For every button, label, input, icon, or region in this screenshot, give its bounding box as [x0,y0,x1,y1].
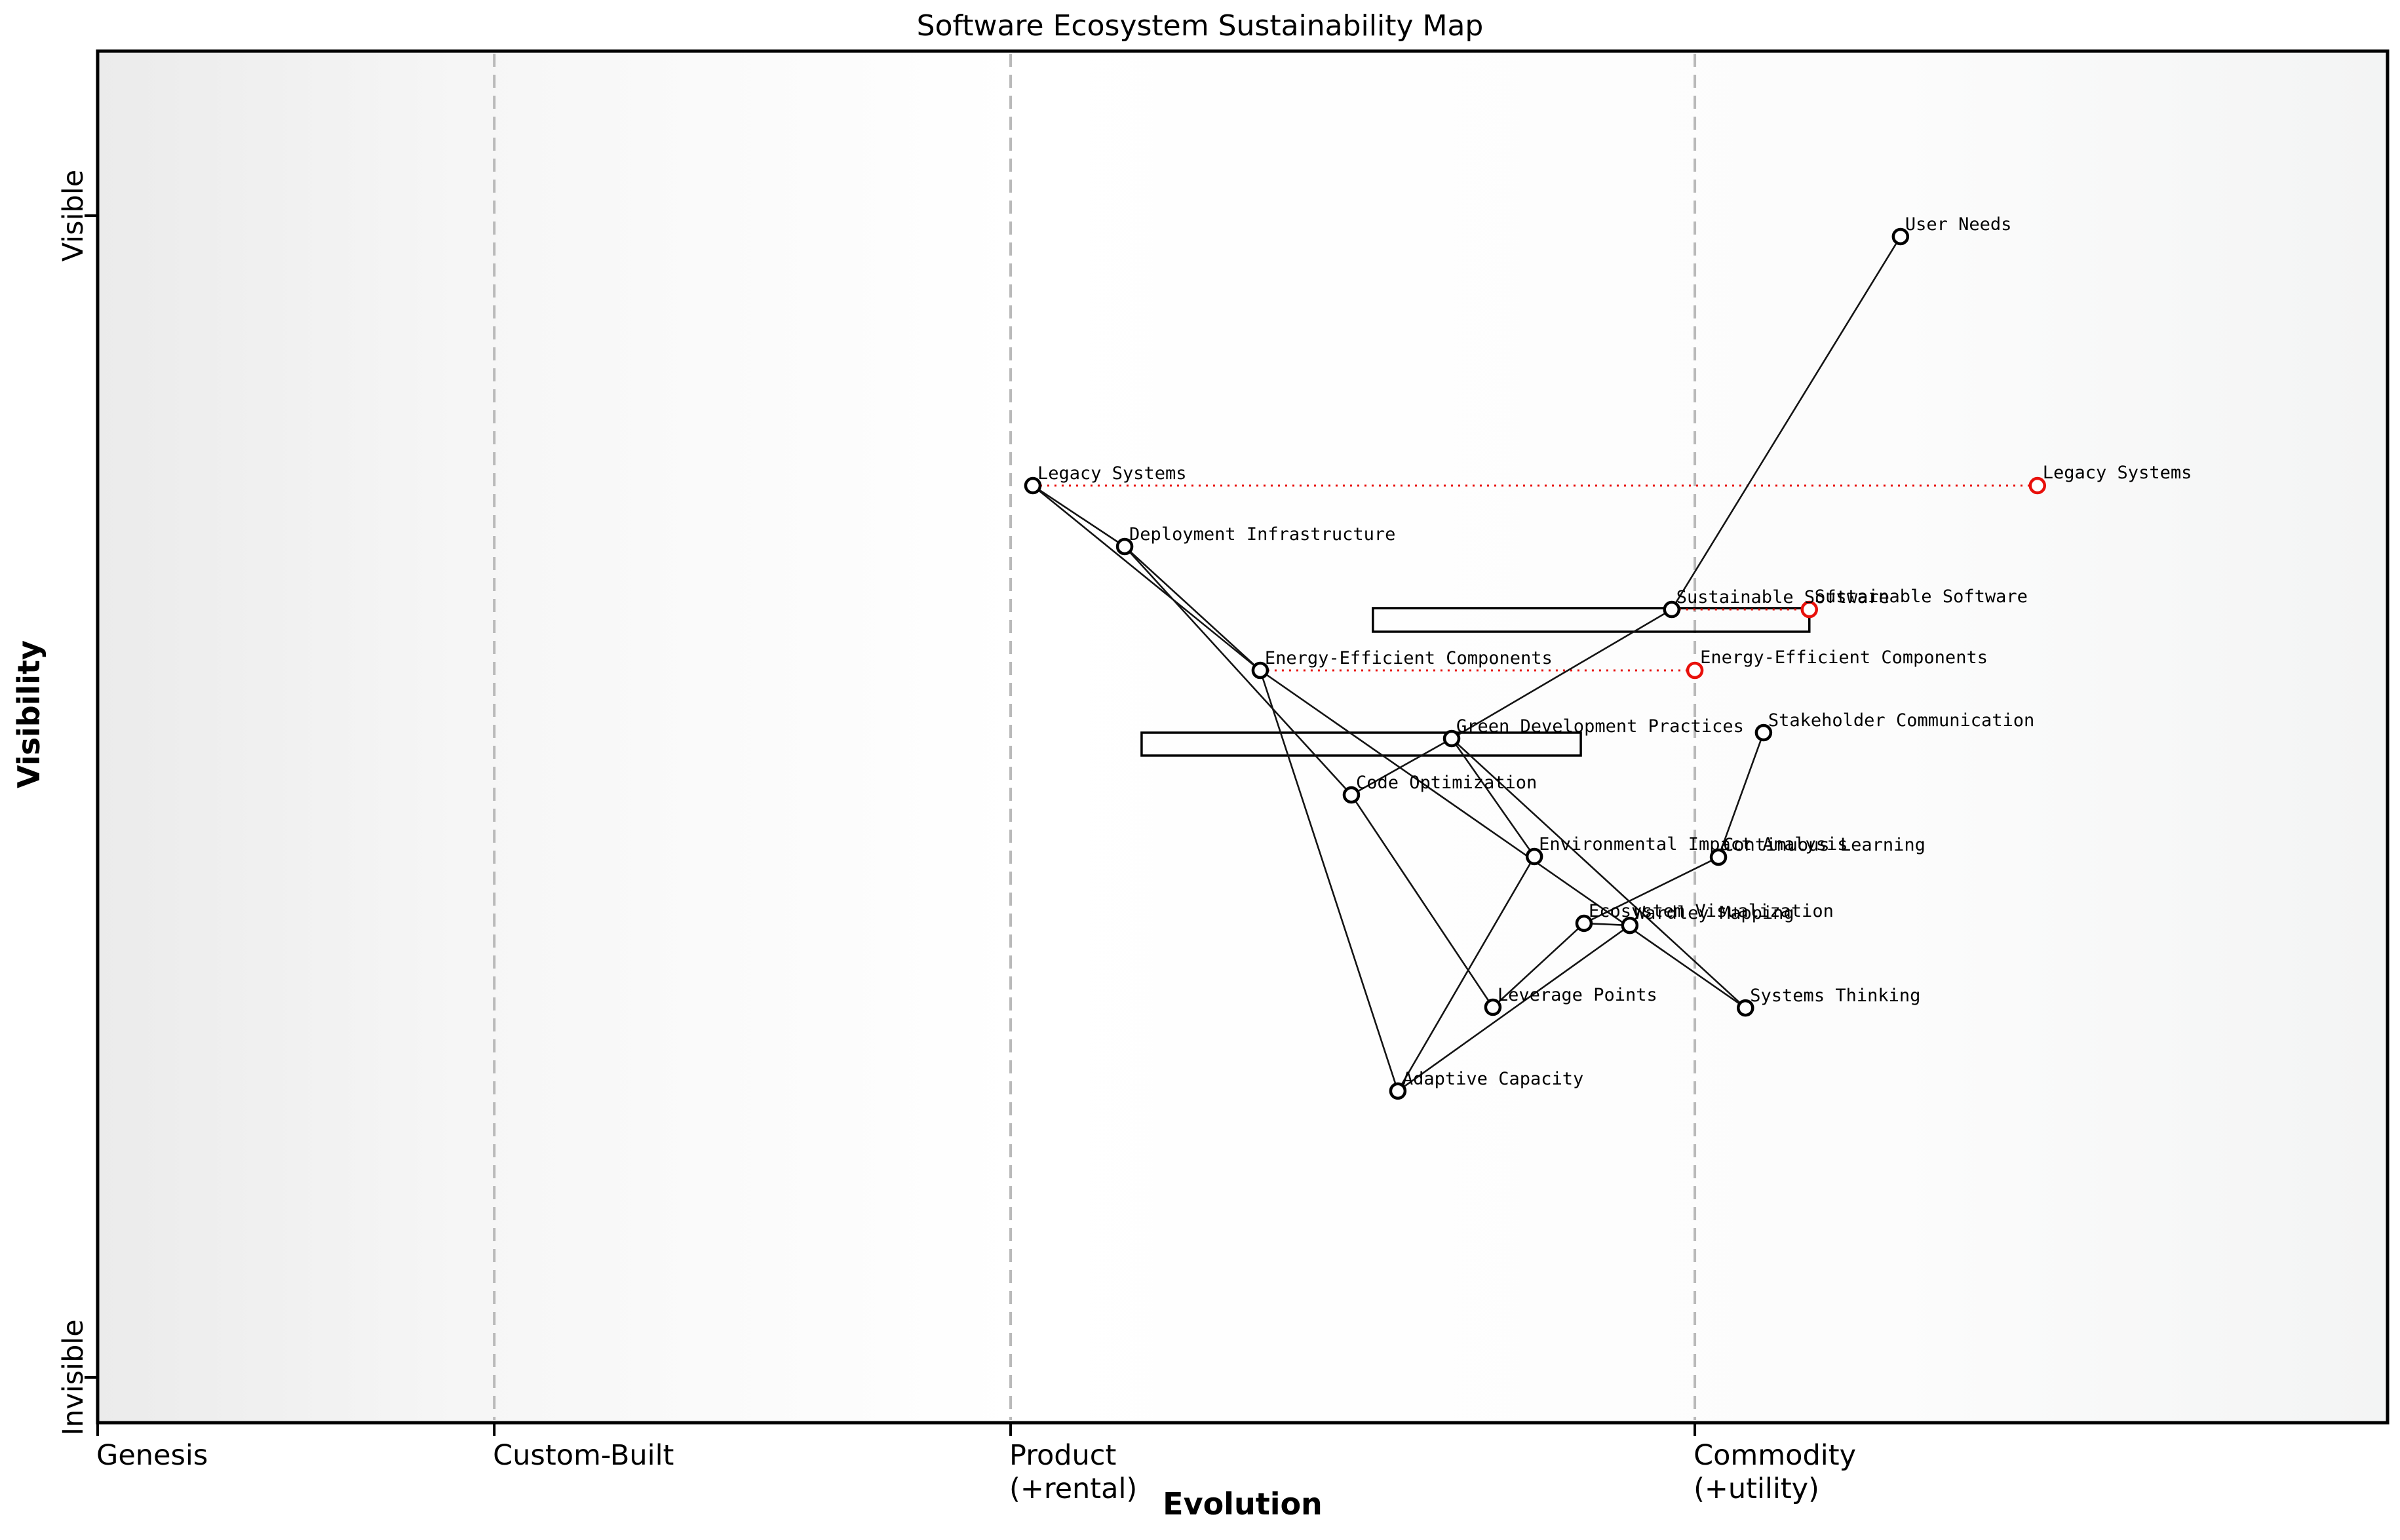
code-optimization-circle [1342,786,1361,804]
continuous-learning-label: Continuous Learning [1723,835,1926,855]
energy-efficient-components-label: Energy-Efficient Components [1265,648,1553,668]
sustainable-software-moved-label: Sustainable Software [1815,587,2028,607]
pipeline-box-1 [1140,731,1582,757]
legacy-systems-moved-marker: Legacy Systems [2028,463,2192,495]
map-node-adaptive-capacity: Adaptive Capacity [1389,1069,1583,1100]
map-node-continuous-learning: Continuous Learning [1709,835,1926,866]
map-node-stakeholder-communication: Stakeholder Communication [1754,710,2034,742]
legacy-systems-moved-circle [2028,476,2047,495]
edge-energy-efficient-components--adaptive-capacity [1259,670,1399,1092]
deployment-infrastructure-circle [1115,537,1134,556]
edge-sustainable-software--green-development-practices [1451,608,1673,740]
stakeholder-communication-label: Stakeholder Communication [1768,710,2034,731]
edge-green-development-practices--code-optimization [1351,737,1452,796]
environmental-impact-analysis-label: Environmental Impact Analysis [1539,834,1848,855]
sustainable-software-moved-marker: Sustainable Software [1800,587,2028,619]
legacy-systems-label: Legacy Systems [1037,463,1187,484]
green-development-practices-circle [1442,729,1461,748]
edge-green-development-practices--environmental-impact-analysis [1450,738,1536,857]
map-node-user-needs: User Needs [1891,214,2012,246]
edge-environmental-impact-analysis--adaptive-capacity [1397,856,1536,1092]
deployment-infrastructure-label: Deployment Infrastructure [1129,524,1395,545]
energy-efficient-components-moved-circle [1686,661,1704,680]
user-needs-circle [1891,227,1910,246]
pipeline-box-0 [1372,607,1811,633]
edge-deployment-infrastructure--code-optimization [1124,546,1352,796]
x-tick-genesis: Genesis [96,1439,208,1472]
map-node-wardley-mapping: Wardley Mapping [1621,903,1794,934]
edge-legacy-systems--deployment-infrastructure [1032,484,1125,548]
sustainable-software-label: Sustainable Software [1676,587,1889,607]
x-tick-custom-built: Custom-Built [493,1439,674,1472]
edge-user-needs--sustainable-software [1671,236,1901,610]
plot-background [98,51,2388,1423]
energy-efficient-components-moved-label: Energy-Efficient Components [1700,647,1988,668]
systems-thinking-circle [1737,999,1754,1017]
map-node-energy-efficient-components: Energy-Efficient Components [1251,648,1553,680]
leverage-points-circle [1484,998,1502,1016]
y-tick-visible: Visible [57,169,90,262]
map-node-systems-thinking: Systems Thinking [1737,986,1920,1017]
sustainable-software-moved-circle [1800,600,1819,619]
edge-code-optimization--leverage-points [1350,794,1494,1008]
edge-continuous-learning--ecosystem-visualization [1583,856,1719,925]
x-tick-commodity: Commodity (+utility) [1694,1439,1857,1505]
continuous-learning-circle [1709,848,1728,866]
x-tick-product: Product (+rental) [1009,1439,1138,1505]
map-node-legacy-systems: Legacy Systems [1024,463,1187,495]
plot-border [96,49,2390,1425]
wardley-mapping-label: Wardley Mapping [1635,903,1794,923]
map-node-green-development-practices: Green Development Practices [1442,716,1744,748]
adaptive-capacity-label: Adaptive Capacity [1403,1069,1583,1089]
ecosystem-visualization-circle [1575,914,1593,933]
edge-legacy-systems--energy-efficient-components [1032,485,1261,671]
systems-thinking-label: Systems Thinking [1750,986,1920,1006]
map-node-deployment-infrastructure: Deployment Infrastructure [1115,524,1395,556]
code-optimization-label: Code Optimization [1356,773,1537,793]
edge-energy-efficient-components--systems-thinking [1260,669,1747,1009]
edge-leverage-points--ecosystem-visualization [1492,922,1585,1008]
map-node-environmental-impact-analysis: Environmental Impact Analysis [1525,834,1848,866]
edge-adaptive-capacity--wardley-mapping [1397,925,1631,1092]
edge-deployment-infrastructure--energy-efficient-components [1124,546,1261,671]
map-node-sustainable-software: Sustainable Software [1663,587,1889,619]
edge-stakeholder-communication--continuous-learning [1717,732,1765,858]
legacy-systems-moved-label: Legacy Systems [2043,463,2192,483]
chart-title: Software Ecosystem Sustainability Map [916,9,1484,43]
y-tick-invisible: Invisible [57,1319,90,1436]
map-node-code-optimization: Code Optimization [1342,773,1537,804]
y-axis-label: Visibility [11,640,47,788]
environmental-impact-analysis-circle [1525,847,1543,866]
x-axis-label: Evolution [1163,1486,1323,1522]
stakeholder-communication-circle [1754,723,1773,742]
wardley-mapping-circle [1621,916,1639,934]
energy-efficient-components-circle [1251,661,1269,680]
map-node-leverage-points: Leverage Points [1484,985,1657,1016]
leverage-points-label: Leverage Points [1498,985,1657,1005]
user-needs-label: User Needs [1905,214,2012,235]
energy-efficient-components-moved-marker: Energy-Efficient Components [1686,647,1988,680]
adaptive-capacity-circle [1389,1082,1407,1100]
green-development-practices-label: Green Development Practices [1456,716,1744,737]
legacy-systems-circle [1024,476,1042,495]
sustainable-software-circle [1663,600,1681,619]
edge-green-development-practices--systems-thinking [1451,738,1747,1009]
